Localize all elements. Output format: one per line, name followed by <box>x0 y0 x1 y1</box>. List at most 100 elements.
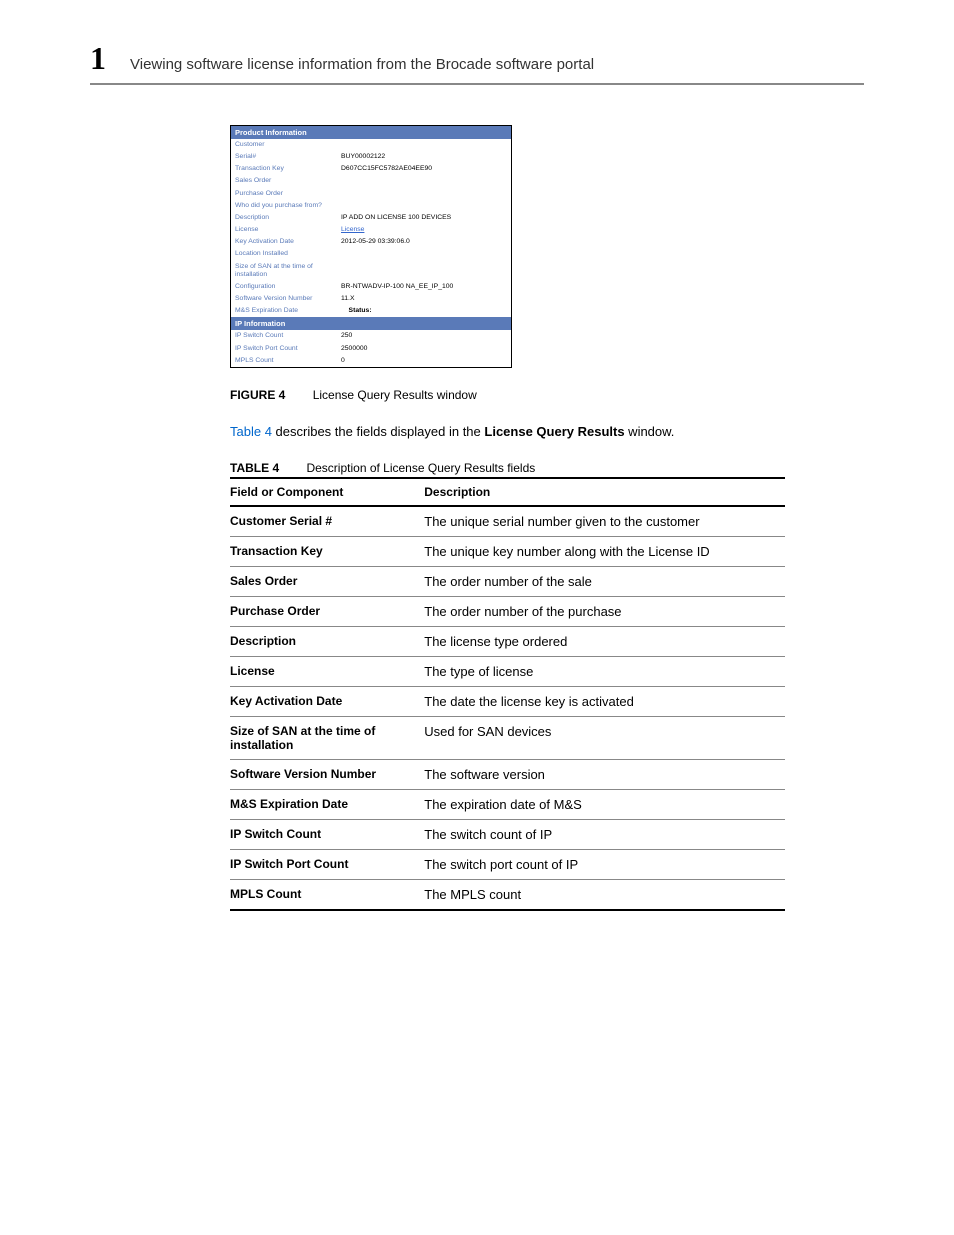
field-label: Configuration <box>231 281 337 293</box>
chapter-number: 1 <box>90 40 106 77</box>
field-value: 11.X <box>337 293 511 305</box>
field-label: M&S Expiration Date <box>231 305 337 317</box>
field-label: Sales Order <box>231 175 337 187</box>
field-label: Serial# <box>231 151 337 163</box>
field-value <box>337 188 511 200</box>
field-name: IP Switch Count <box>230 819 424 849</box>
field-value <box>337 261 511 281</box>
product-info-row: Sales Order <box>231 175 511 187</box>
table4-header-row: Field or Component Description <box>230 478 785 506</box>
product-info-row: DescriptionIP ADD ON LICENSE 100 DEVICES <box>231 212 511 224</box>
field-value: Status: <box>337 305 511 317</box>
license-link[interactable]: License <box>341 226 364 233</box>
table-row: Size of SAN at the time of installationU… <box>230 716 785 759</box>
field-value <box>337 248 511 260</box>
field-label: Location Installed <box>231 248 337 260</box>
table4-caption: TABLE 4 Description of License Query Res… <box>230 461 785 475</box>
field-description: The switch port count of IP <box>424 849 785 879</box>
field-label: Description <box>231 212 337 224</box>
table-row: IP Switch Port CountThe switch port coun… <box>230 849 785 879</box>
figure-label: FIGURE 4 <box>230 388 285 402</box>
table-row: DescriptionThe license type ordered <box>230 626 785 656</box>
figure-caption: FIGURE 4 License Query Results window <box>230 388 864 402</box>
field-name: Description <box>230 626 424 656</box>
field-label: Key Activation Date <box>231 236 337 248</box>
field-description: The software version <box>424 759 785 789</box>
field-label: Transaction Key <box>231 163 337 175</box>
table4-caption-text: Description of License Query Results fie… <box>306 461 535 475</box>
table-row: M&S Expiration DateThe expiration date o… <box>230 789 785 819</box>
ip-info-row: IP Switch Port Count2500000 <box>231 343 511 355</box>
table-row: Key Activation DateThe date the license … <box>230 686 785 716</box>
product-info-table: CustomerSerial#BUY00002122Transaction Ke… <box>231 139 511 317</box>
field-label: MPLS Count <box>231 355 337 367</box>
field-label: Purchase Order <box>231 188 337 200</box>
field-value: 250 <box>337 330 511 342</box>
field-label: Software Version Number <box>231 293 337 305</box>
field-name: M&S Expiration Date <box>230 789 424 819</box>
field-name: IP Switch Port Count <box>230 849 424 879</box>
table-row: MPLS CountThe MPLS count <box>230 879 785 910</box>
ip-info-row: IP Switch Count250 <box>231 330 511 342</box>
field-description: The unique serial number given to the cu… <box>424 506 785 537</box>
table-row: Purchase OrderThe order number of the pu… <box>230 596 785 626</box>
table4-header-desc: Description <box>424 478 785 506</box>
field-label: Customer <box>231 139 337 151</box>
paragraph-text-2: window. <box>625 424 675 439</box>
ip-info-header: IP Information <box>231 317 511 330</box>
product-info-row: Serial#BUY00002122 <box>231 151 511 163</box>
product-info-row: Software Version Number11.X <box>231 293 511 305</box>
status-label: Status: <box>341 307 372 314</box>
field-description: The type of license <box>424 656 785 686</box>
product-info-row: Who did you purchase from? <box>231 200 511 212</box>
field-description: The order number of the purchase <box>424 596 785 626</box>
product-info-header: Product Information <box>231 126 511 139</box>
field-label: License <box>231 224 337 236</box>
field-value: License <box>337 224 511 236</box>
field-value: IP ADD ON LICENSE 100 DEVICES <box>337 212 511 224</box>
ip-info-row: MPLS Count0 <box>231 355 511 367</box>
product-info-row: License License <box>231 224 511 236</box>
field-name: MPLS Count <box>230 879 424 910</box>
field-description: The date the license key is activated <box>424 686 785 716</box>
field-label: IP Switch Count <box>231 330 337 342</box>
figure-caption-text: License Query Results window <box>313 388 477 402</box>
field-value: 2012-05-29 03:39:06.0 <box>337 236 511 248</box>
table4-header-field: Field or Component <box>230 478 424 506</box>
table-ref-link[interactable]: Table 4 <box>230 424 272 439</box>
field-description: Used for SAN devices <box>424 716 785 759</box>
paragraph-bold: License Query Results <box>484 424 624 439</box>
field-value: 0 <box>337 355 511 367</box>
product-info-row: Size of SAN at the time of installation <box>231 261 511 281</box>
field-name: Key Activation Date <box>230 686 424 716</box>
field-value: D607CC15FC5782AE04EE90 <box>337 163 511 175</box>
field-description: The MPLS count <box>424 879 785 910</box>
field-name: Software Version Number <box>230 759 424 789</box>
field-value: BUY00002122 <box>337 151 511 163</box>
field-name: Sales Order <box>230 566 424 596</box>
field-label: IP Switch Port Count <box>231 343 337 355</box>
table-row: Sales OrderThe order number of the sale <box>230 566 785 596</box>
field-label: Size of SAN at the time of installation <box>231 261 337 281</box>
product-info-row: Transaction KeyD607CC15FC5782AE04EE90 <box>231 163 511 175</box>
paragraph: Table 4 describes the fields displayed i… <box>230 424 864 439</box>
field-value <box>337 175 511 187</box>
paragraph-text-1: describes the fields displayed in the <box>272 424 484 439</box>
field-name: License <box>230 656 424 686</box>
field-name: Size of SAN at the time of installation <box>230 716 424 759</box>
product-info-row: M&S Expiration Date Status: <box>231 305 511 317</box>
field-description: The expiration date of M&S <box>424 789 785 819</box>
ip-info-table: IP Switch Count250IP Switch Port Count25… <box>231 330 511 366</box>
field-description: The unique key number along with the Lic… <box>424 536 785 566</box>
field-name: Customer Serial # <box>230 506 424 537</box>
field-value <box>337 139 511 151</box>
field-description: The license type ordered <box>424 626 785 656</box>
table-row: LicenseThe type of license <box>230 656 785 686</box>
table-row: Customer Serial #The unique serial numbe… <box>230 506 785 537</box>
screenshot-container: Product Information CustomerSerial#BUY00… <box>230 125 864 368</box>
product-info-row: ConfigurationBR-NTWADV-IP-100 NA_EE_IP_1… <box>231 281 511 293</box>
product-info-row: Purchase Order <box>231 188 511 200</box>
product-info-row: Key Activation Date2012-05-29 03:39:06.0 <box>231 236 511 248</box>
page-title: Viewing software license information fro… <box>130 56 594 73</box>
table4: Field or Component Description Customer … <box>230 477 785 911</box>
